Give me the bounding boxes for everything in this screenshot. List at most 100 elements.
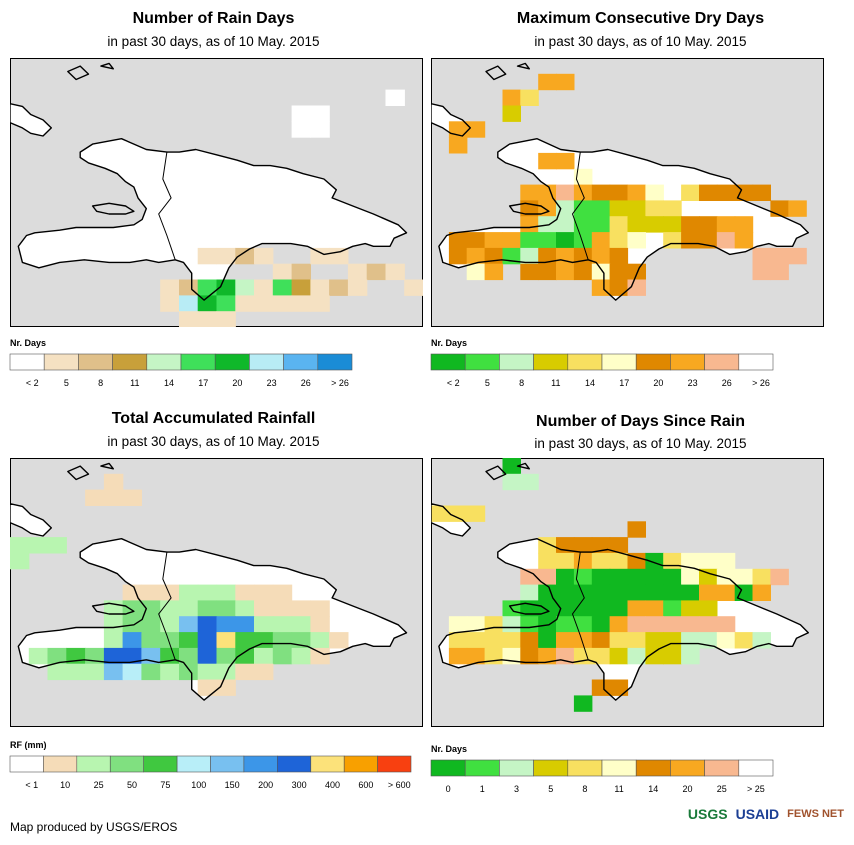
grid-cell	[681, 216, 700, 233]
grid-cell	[160, 663, 180, 681]
grid-cell	[502, 632, 521, 649]
legend-label: 5	[64, 378, 69, 388]
island-key-outline	[485, 465, 507, 481]
grid-cell	[484, 232, 504, 249]
grid-cell	[466, 647, 486, 665]
grid-cell	[291, 279, 311, 296]
legend-swatch	[635, 353, 671, 371]
chart-subtitle: in past 30 days, as of 10 May. 2015	[534, 436, 747, 451]
grid-cell	[47, 663, 67, 681]
grid-cell	[310, 647, 330, 665]
map-credit: Map produced by USGS/EROS	[10, 820, 178, 834]
legend-swatch	[78, 353, 113, 371]
grid-cell	[179, 584, 199, 601]
grid-cell	[160, 600, 180, 617]
grid-cell	[28, 537, 49, 554]
grid-cell	[681, 184, 700, 201]
grid-cell	[197, 647, 218, 665]
grid-cell	[310, 600, 330, 617]
legend-label: < 1	[25, 780, 38, 790]
grid-cell	[520, 568, 539, 586]
legend-label: 14	[164, 378, 174, 388]
legend-label: 26	[301, 378, 311, 388]
grid-cell	[681, 232, 700, 249]
grid-cell	[385, 263, 405, 281]
grid-cell	[609, 200, 629, 217]
grid-cell	[627, 600, 646, 617]
map-rain-days	[10, 58, 423, 327]
legend-swatch	[310, 755, 345, 773]
grid-cell	[197, 632, 218, 649]
grid-cell	[591, 247, 611, 265]
grid-cell	[573, 695, 593, 712]
grid-cell	[272, 647, 293, 665]
grid-cell	[520, 263, 539, 281]
legend-label: 20	[653, 378, 663, 388]
grid-cell	[556, 216, 575, 233]
legend-label: > 25	[747, 784, 765, 794]
fews-net-logo: FEWS NET	[787, 808, 844, 820]
grid-cell	[466, 121, 486, 138]
legend-label: 17	[619, 378, 629, 388]
gonave-outline	[91, 202, 135, 215]
border-line	[158, 552, 176, 660]
legend-label: > 26	[331, 378, 349, 388]
grid-cell	[216, 663, 236, 681]
legend-swatch	[180, 353, 216, 371]
grid-cell	[734, 216, 754, 233]
grid-cell	[103, 663, 124, 681]
island-outline	[17, 137, 408, 301]
grid-cell	[770, 568, 789, 586]
grid-cell	[573, 600, 593, 617]
grid-cell	[66, 663, 86, 681]
grid-cell	[609, 263, 629, 281]
grid-cell	[627, 584, 646, 601]
legend-days-since-rain: 0 1 3 5 8 11 14 20 25 > 25	[430, 759, 774, 794]
grid-cell	[663, 568, 682, 586]
grid-cell	[291, 263, 311, 281]
grid-cell	[448, 247, 468, 265]
grid-cell	[663, 552, 682, 570]
legend-swatch	[635, 759, 671, 777]
grid-cell	[291, 616, 311, 633]
gonave-outline	[91, 602, 135, 615]
grid-cell	[310, 121, 330, 138]
grid-cell	[627, 200, 646, 217]
grid-cell	[556, 568, 575, 586]
grid-cell	[141, 584, 161, 601]
grid-cell	[520, 616, 539, 633]
grid-cell	[179, 616, 199, 633]
panel-rainfall: Total Accumulated Rainfall in past 30 da…	[0, 400, 427, 800]
grid-cell	[329, 632, 349, 649]
grid-cell	[609, 647, 629, 665]
grid-cell	[291, 600, 311, 617]
legend-label: 150	[225, 780, 240, 790]
legend-swatch	[464, 759, 500, 777]
legend-rain-days: < 2 5 8 11 14 17 20 23 26 > 26	[9, 353, 353, 388]
grid-cell	[591, 632, 611, 649]
usaid-logo: USAID	[735, 806, 780, 822]
grid-cell	[681, 616, 700, 633]
panel-rain-days: Number of Rain Days in past 30 days, as …	[0, 0, 427, 400]
grid-cell	[216, 600, 236, 617]
legend-swatch	[317, 353, 353, 371]
legend-label: 23	[688, 378, 698, 388]
chart-subtitle: in past 30 days, as of 10 May. 2015	[534, 34, 747, 49]
legend-swatch	[601, 353, 637, 371]
legend-swatch	[464, 353, 500, 371]
grid-cell	[466, 505, 486, 522]
grid-cell	[520, 184, 539, 201]
grid-cell	[197, 279, 218, 296]
grid-cell	[235, 600, 255, 617]
grid-cell	[216, 247, 236, 265]
grid-cell	[502, 232, 521, 249]
grid-cell	[752, 263, 771, 281]
grid-cell	[752, 632, 771, 649]
grid-cell	[385, 89, 405, 106]
grid-cell	[573, 537, 593, 554]
grid-cell	[645, 616, 664, 633]
grid-cell	[179, 647, 199, 665]
grid-cell	[103, 632, 124, 649]
grid-cell	[609, 568, 629, 586]
legend-swatch	[43, 353, 79, 371]
